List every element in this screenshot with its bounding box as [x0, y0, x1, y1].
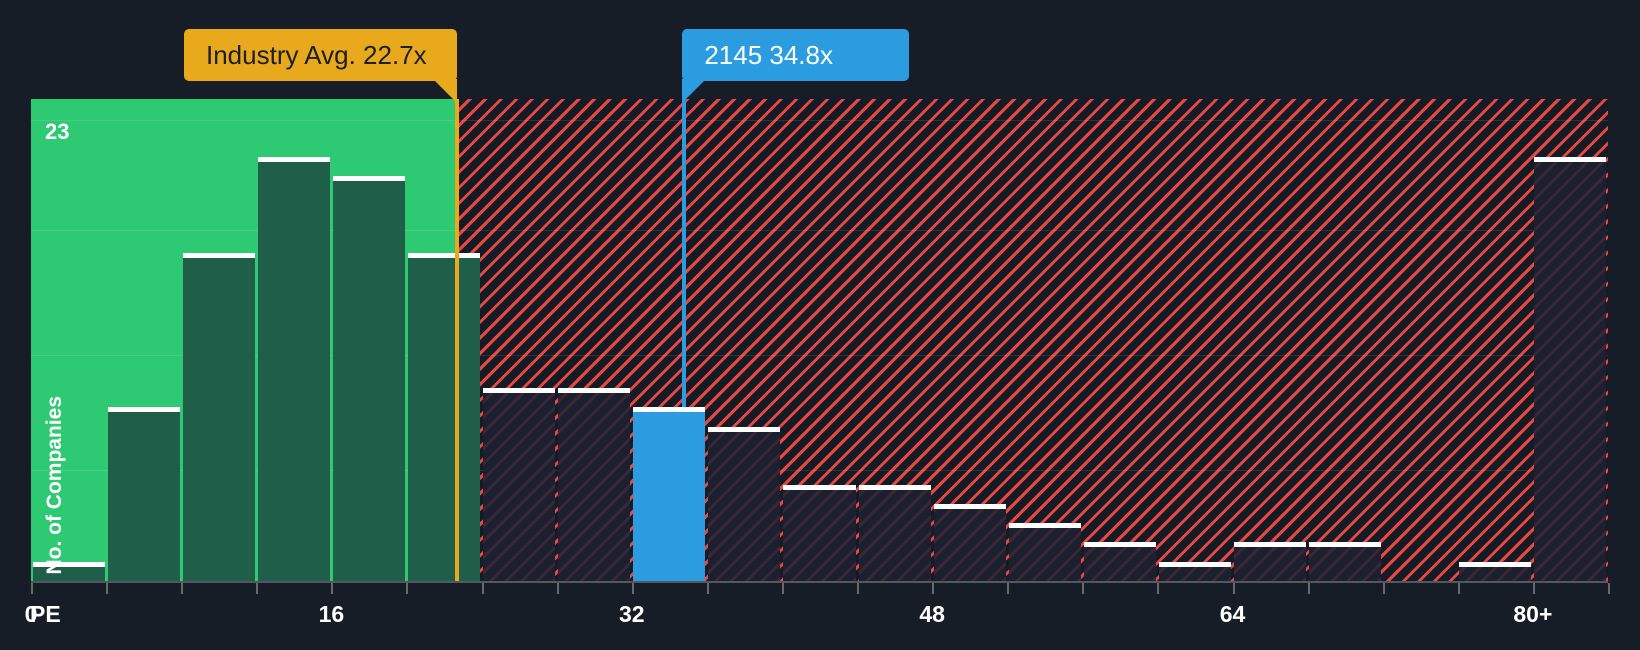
y-max-label: 23: [45, 119, 70, 144]
company-callout-label: 2145 34.8x: [704, 40, 833, 70]
histogram-bar[interactable]: [1008, 523, 1081, 581]
x-axis-label: 48: [919, 601, 945, 627]
bar-cap: [1083, 542, 1156, 548]
x-axis-tick: [1608, 583, 1610, 594]
bar-cap: [1234, 542, 1307, 548]
x-axis-title: PE: [30, 601, 61, 627]
industry-average-line: [455, 99, 460, 581]
histogram-bar[interactable]: [182, 253, 255, 581]
histogram-bar[interactable]: [483, 388, 556, 581]
x-axis-tick: [1457, 583, 1460, 594]
bar-cap: [783, 484, 856, 490]
x-axis-label: 80+: [1513, 601, 1553, 627]
x-axis-tick: [781, 583, 784, 594]
x-axis-tick: [256, 583, 259, 594]
y-axis-title: No. of Companies: [43, 396, 66, 575]
overvalued-zone-hatched: [457, 99, 1608, 581]
industry-average-callout-label: Industry Avg. 22.7x: [206, 40, 427, 70]
bar-cap: [1534, 156, 1607, 162]
x-axis-tick: [857, 583, 860, 594]
industry-average-callout[interactable]: Industry Avg. 22.7x: [184, 29, 458, 103]
bar-cap: [257, 156, 330, 162]
bar-cap: [182, 253, 255, 259]
x-axis-tick: [31, 583, 33, 594]
histogram-bar[interactable]: [1234, 542, 1307, 581]
histogram-bar[interactable]: [783, 484, 856, 581]
bar-cap: [933, 503, 1006, 509]
bar-cap: [32, 561, 105, 567]
x-axis-label: 0: [24, 601, 38, 627]
histogram-bar[interactable]: [407, 253, 481, 581]
x-axis-tick: [932, 583, 935, 594]
x-axis-tick: [1232, 583, 1235, 594]
company-callout[interactable]: 2145 34.8x: [682, 29, 910, 103]
histogram-bar[interactable]: [1158, 561, 1232, 581]
histogram-bar[interactable]: [858, 484, 931, 581]
x-axis-tick: [556, 583, 559, 594]
x-axis-tick: [631, 583, 634, 594]
x-axis-tick: [1157, 583, 1160, 594]
histogram-bar[interactable]: [1083, 542, 1156, 581]
x-axis-line: [31, 581, 1608, 583]
x-axis-tick: [1307, 583, 1310, 594]
bar-cap: [407, 253, 481, 259]
histogram-bar[interactable]: [257, 156, 330, 581]
x-axis-tick: [106, 583, 109, 594]
bar-cap: [1459, 561, 1532, 567]
bar-cap: [1158, 561, 1232, 567]
histogram-bar[interactable]: [32, 561, 105, 581]
plot-area: 23 No. of Companies: [31, 99, 1608, 581]
x-axis-label: 32: [618, 601, 645, 627]
bar-cap: [332, 176, 405, 182]
company-pe-line: [682, 99, 687, 408]
bar-cap: [633, 407, 706, 413]
histogram-bar[interactable]: [558, 388, 631, 581]
x-axis-tick: [331, 583, 334, 594]
x-axis-label: 16: [318, 601, 345, 627]
histogram-bar[interactable]: [708, 426, 781, 581]
x-axis-tick: [1382, 583, 1385, 594]
x-axis-tick: [1082, 583, 1085, 594]
x-axis-tick: [1532, 583, 1535, 594]
x-axis-tick: [1007, 583, 1010, 594]
bar-cap: [708, 426, 781, 432]
bar-cap: [1309, 542, 1382, 548]
bar-cap: [1008, 523, 1081, 529]
x-axis-tick: [406, 583, 409, 594]
x-axis-tick: [481, 583, 484, 594]
bar-cap: [858, 484, 931, 490]
histogram-bar[interactable]: [633, 407, 706, 581]
histogram-bar[interactable]: [1534, 156, 1607, 581]
bar-cap: [483, 388, 556, 394]
bar-cap: [107, 407, 180, 413]
callout-tail-icon: [682, 79, 707, 103]
histogram-bar[interactable]: [1309, 542, 1382, 581]
histogram-bar[interactable]: [332, 176, 405, 581]
x-axis-label: 64: [1219, 601, 1246, 627]
x-axis-tick: [181, 583, 184, 594]
callout-tail-icon: [433, 79, 458, 103]
histogram-bar[interactable]: [107, 407, 180, 581]
histogram-bar[interactable]: [933, 503, 1006, 581]
histogram-bar[interactable]: [1459, 561, 1532, 581]
x-axis-tick: [706, 583, 709, 594]
bar-cap: [558, 388, 631, 394]
